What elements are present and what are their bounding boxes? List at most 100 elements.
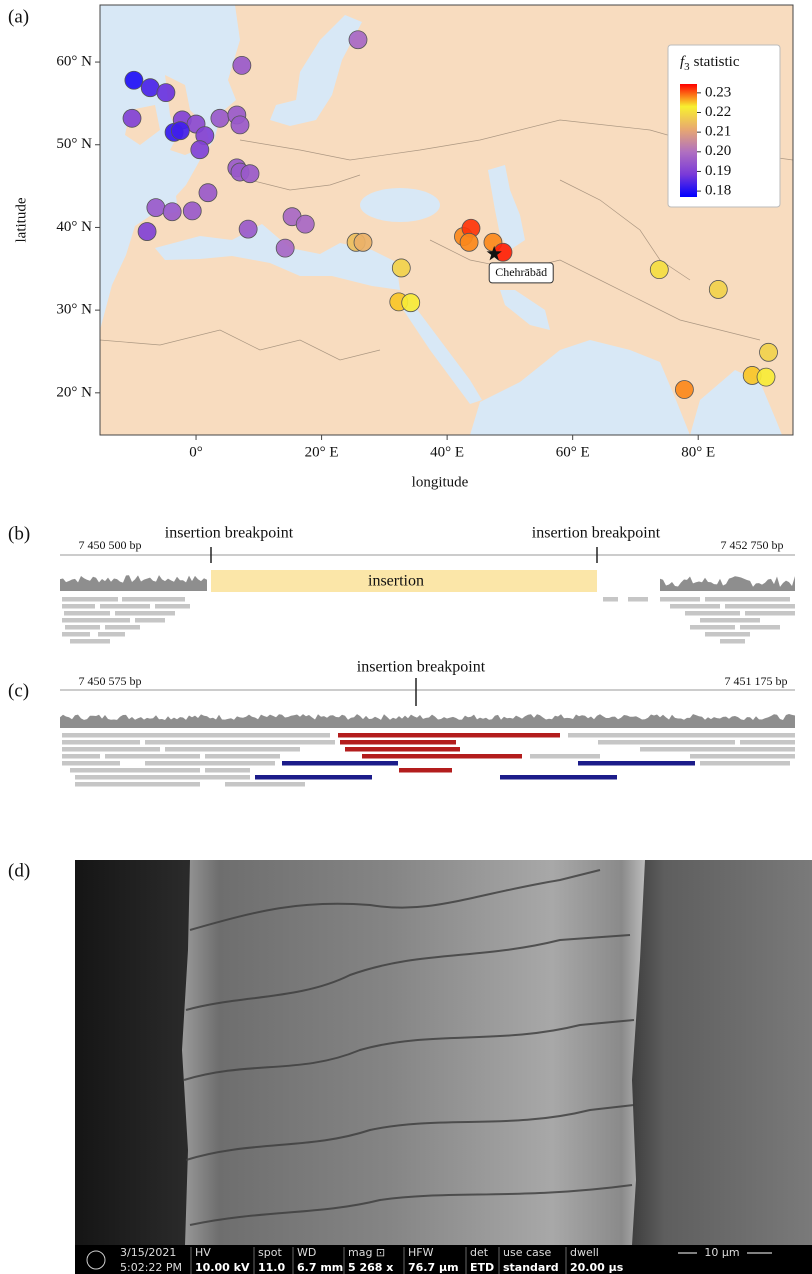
panel-label: (d) <box>8 860 30 881</box>
colorbar-tick-label: 0.20 <box>705 143 731 159</box>
border <box>100 329 381 361</box>
arabian-sea <box>470 340 690 435</box>
info-value: 11.0 <box>258 1261 285 1274</box>
read <box>62 632 90 637</box>
baltic <box>270 15 362 126</box>
read <box>338 733 560 738</box>
read <box>690 625 735 630</box>
black-sea <box>360 188 440 222</box>
coverage <box>60 575 207 591</box>
read <box>155 604 190 609</box>
read <box>603 597 618 602</box>
read <box>685 611 740 616</box>
colorbar-title: f3 statistic <box>680 54 740 72</box>
y-tick-label: 50° N <box>56 136 92 152</box>
breakpoint-label: insertion breakpoint <box>165 525 294 542</box>
info-label: HFW <box>408 1246 434 1259</box>
read <box>640 747 795 752</box>
border <box>249 174 361 191</box>
info-label: use case <box>503 1246 551 1259</box>
read <box>725 604 795 609</box>
cuticle-scales <box>183 869 635 1226</box>
read <box>720 639 745 644</box>
read <box>65 625 100 630</box>
annotation-star <box>486 245 502 261</box>
info-value: 76.7 µm <box>408 1261 459 1274</box>
read <box>105 754 200 759</box>
info-label: dwell <box>570 1246 599 1259</box>
read <box>568 733 795 738</box>
scale-edge <box>183 1019 635 1081</box>
info-value: 10.00 kV <box>195 1261 250 1274</box>
read <box>62 754 100 759</box>
x-tick-label: 0° <box>189 444 203 460</box>
colorbar-tick-label: 0.18 <box>705 183 731 199</box>
sample-point <box>348 30 368 50</box>
sample-point <box>708 280 728 299</box>
read <box>500 775 617 780</box>
panel-label: (c) <box>8 680 29 701</box>
panel-label: (b) <box>8 523 30 544</box>
bay-of-bengal <box>690 370 782 435</box>
read <box>70 639 110 644</box>
info-label: det <box>470 1246 489 1259</box>
info-label: HV <box>195 1246 211 1259</box>
info-label: mag ⊡ <box>348 1246 385 1259</box>
read <box>75 775 250 780</box>
info-date: 3/15/2021 <box>120 1246 176 1259</box>
info-fields: 3/15/2021 5:02:22 PM 10 µm HV 10.00 kV spo… <box>86 1246 772 1274</box>
read <box>345 747 460 752</box>
coverage <box>60 714 795 728</box>
track-start: 7 450 500 bp <box>79 538 142 552</box>
info-value: ETD <box>470 1261 494 1274</box>
breakpoint-label: insertion breakpoint <box>357 659 486 676</box>
info-time: 5:02:22 PM <box>120 1261 182 1274</box>
insertion-region <box>211 570 597 592</box>
panel-label: (a) <box>8 6 29 27</box>
scale-bar-label: 10 µm <box>704 1246 739 1259</box>
sample-point <box>459 232 479 252</box>
read <box>690 754 795 759</box>
read <box>205 754 280 759</box>
colorbar-tick-label: 0.22 <box>705 104 731 120</box>
read <box>578 761 695 766</box>
x-tick-label: 40° E <box>430 444 464 460</box>
track-end: 7 451 175 bp <box>725 674 788 688</box>
x-tick-label: 80° E <box>681 444 715 460</box>
sample-point <box>190 140 210 160</box>
info-value: 6.7 mm <box>297 1261 343 1274</box>
read <box>598 740 735 745</box>
y-tick-label: 20° N <box>56 384 92 400</box>
sample-point <box>210 108 230 128</box>
x-axis-label: longitude <box>412 474 469 490</box>
caspian <box>488 165 525 250</box>
breakpoint-label: insertion breakpoint <box>532 525 661 542</box>
read <box>135 618 165 623</box>
sample-point <box>198 183 218 203</box>
scale-edge <box>189 1184 633 1226</box>
read <box>145 740 335 745</box>
sample-point <box>275 238 295 258</box>
read <box>745 611 795 616</box>
read <box>98 632 125 637</box>
read <box>282 761 398 766</box>
read <box>399 768 452 773</box>
y-tick-label: 40° N <box>56 219 92 235</box>
red-sea <box>400 300 482 404</box>
sample-point <box>140 78 160 98</box>
sample-point <box>238 219 258 239</box>
sample-point <box>156 83 176 103</box>
read <box>700 761 790 766</box>
read <box>70 768 200 773</box>
read <box>340 740 456 745</box>
gulf <box>500 290 550 330</box>
sample-point <box>122 108 142 128</box>
read <box>628 597 648 602</box>
x-tick-label: 60° E <box>556 444 590 460</box>
read <box>700 618 760 623</box>
sample-point <box>756 367 776 387</box>
y-tick-label: 60° N <box>56 53 92 69</box>
read <box>705 632 750 637</box>
colorbar-title-subscript: 3 <box>684 61 690 73</box>
